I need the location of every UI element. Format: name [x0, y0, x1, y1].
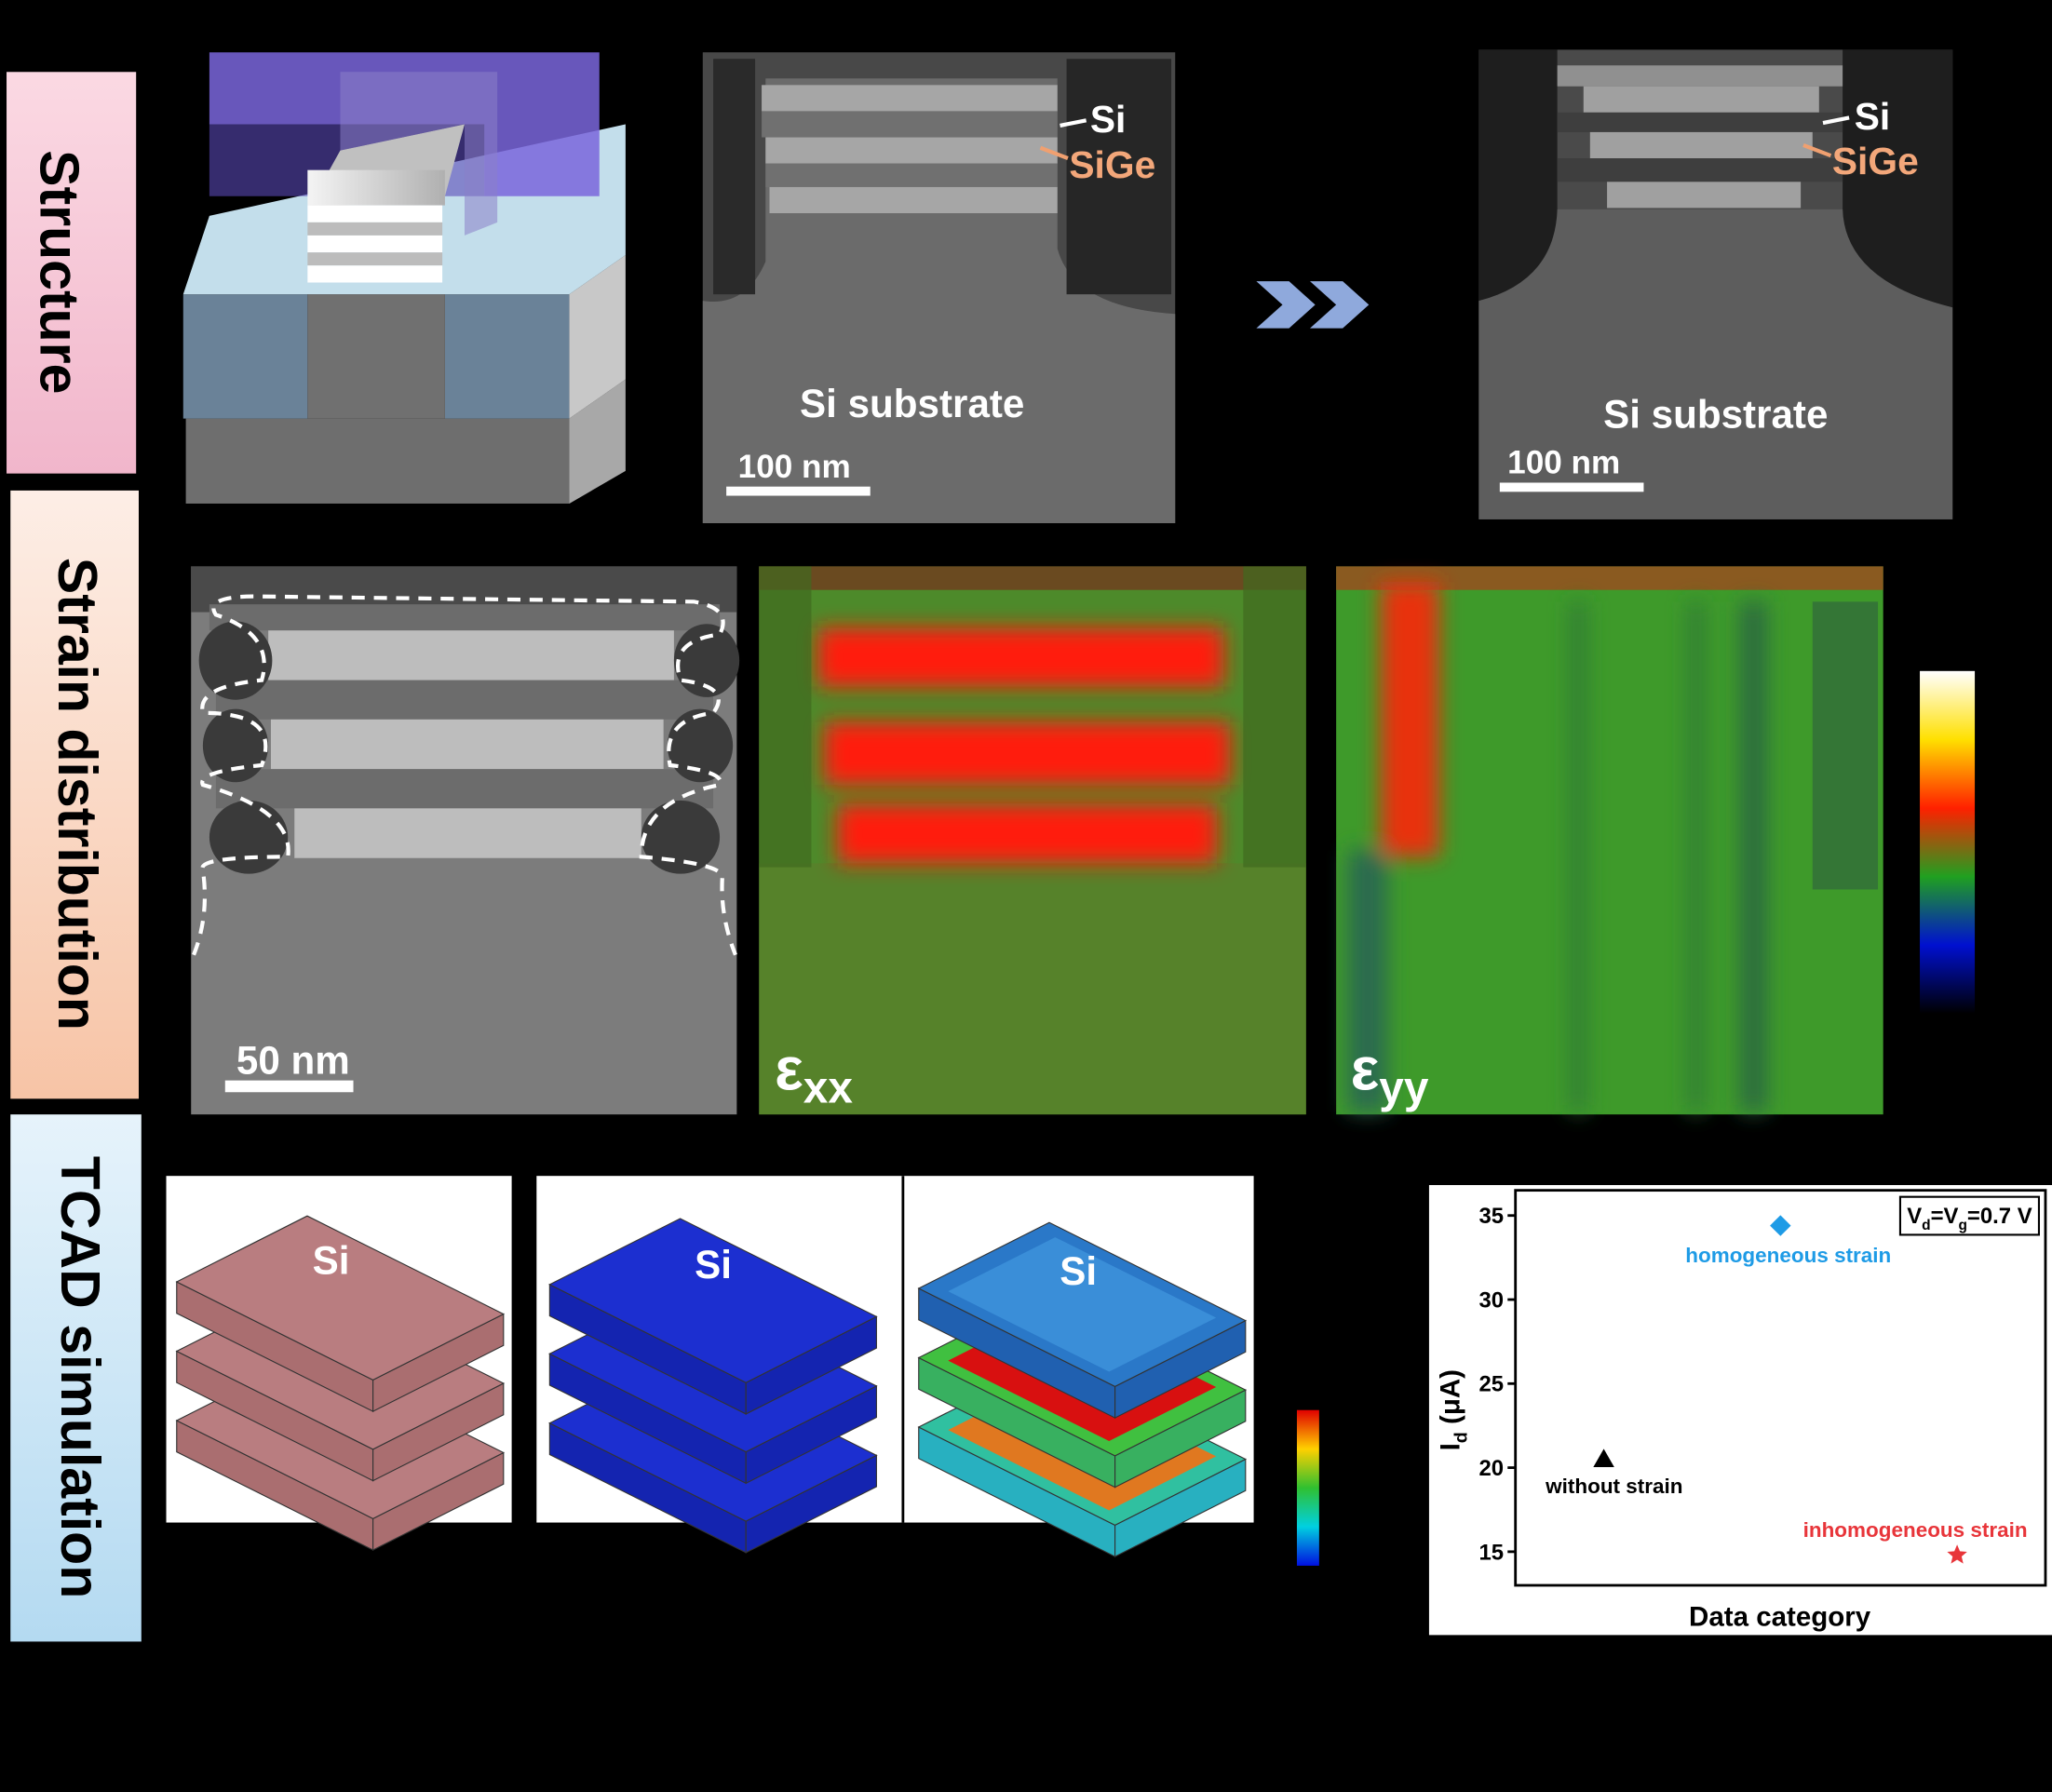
y-axis-label: Id (μA) — [1435, 1369, 1471, 1450]
row-label: TCAD simulation — [49, 1156, 111, 1598]
plot-frame — [1514, 1189, 2047, 1587]
row-label: Structure — [28, 150, 89, 394]
row-box — [10, 490, 139, 1099]
slab-core — [948, 1237, 1217, 1372]
tcad-slabs — [175, 1215, 1248, 1557]
annotation: Vd=Vg=0.7 V — [1907, 1204, 2032, 1233]
chart: Vd=Vg=0.7 V Id (μA) Data category 152025… — [1435, 1189, 2047, 1633]
y-tick-label: 30 — [1478, 1287, 1504, 1313]
layer-label: Si — [1855, 95, 1891, 138]
strain-map: εxx — [759, 566, 1306, 1115]
y-label-part: d — [1451, 1432, 1472, 1443]
layer-label: SiGe — [1069, 143, 1155, 186]
arrow — [1256, 281, 1370, 329]
y-tick-label: 35 — [1478, 1204, 1504, 1229]
data-point — [1947, 1544, 1967, 1564]
substrate-label: Si substrate — [1603, 392, 1828, 436]
annotation-part: g — [1958, 1218, 1966, 1233]
chart-background — [1428, 1185, 2052, 1636]
layer-label: SiGe — [1832, 140, 1919, 182]
point-label: homogeneous strain — [1685, 1244, 1891, 1267]
data-point — [1593, 1448, 1614, 1467]
row-box — [10, 1114, 142, 1642]
material-label: Si — [313, 1239, 350, 1283]
scale-bar-label: 50 nm — [236, 1039, 350, 1083]
strain-map: εyy — [1336, 566, 1883, 1115]
x-axis-label: Data category — [1689, 1602, 1871, 1633]
material-label: Si — [1060, 1249, 1097, 1293]
map-symbol: ε — [1351, 1034, 1380, 1102]
y-tick-label: 20 — [1478, 1456, 1504, 1481]
device-schematic — [182, 52, 626, 504]
point-label: without strain — [1545, 1475, 1682, 1498]
y-label-part: (μA) — [1435, 1369, 1465, 1432]
colorbar — [1920, 670, 1976, 1014]
map-symbol: ε — [775, 1034, 803, 1102]
tem-image: Si SiGe Si substrate 100 nm — [1478, 49, 1953, 519]
annotation-part: =V — [1931, 1204, 1959, 1229]
material-label: Si — [695, 1243, 732, 1287]
layer-label: Si — [1090, 98, 1127, 141]
y-label-part: I — [1435, 1443, 1465, 1450]
row-box — [7, 72, 137, 474]
annotation-box — [1898, 1195, 2040, 1236]
scale-bar-label: 100 nm — [1507, 445, 1620, 481]
tem-image: Si SiGe Si substrate 100 nm — [702, 52, 1176, 524]
annotation-part: =0.7 V — [1967, 1204, 2032, 1229]
point-label: inhomogeneous strain — [1803, 1518, 2028, 1542]
scale-bar-label: 100 nm — [738, 449, 851, 485]
annotation-part: d — [1922, 1218, 1930, 1233]
data-point — [1770, 1215, 1791, 1236]
map-label: εyy — [1351, 1034, 1429, 1112]
map-subscript: yy — [1379, 1064, 1429, 1113]
y-tick-label: 15 — [1478, 1540, 1504, 1565]
row-label: Strain distribution — [47, 558, 108, 1031]
tem-image: 50 nm — [191, 566, 740, 1115]
substrate-label: Si substrate — [800, 382, 1024, 425]
y-tick-label: 25 — [1478, 1372, 1504, 1397]
slab-top — [175, 1215, 506, 1381]
map-subscript: xx — [803, 1064, 854, 1113]
colorbar — [1296, 1409, 1319, 1566]
slab-top — [548, 1218, 878, 1383]
row-labels: Structure Strain distribution TCAD simul… — [7, 72, 142, 1642]
annotation-part: V — [1907, 1204, 1922, 1229]
map-label: εxx — [775, 1034, 853, 1112]
